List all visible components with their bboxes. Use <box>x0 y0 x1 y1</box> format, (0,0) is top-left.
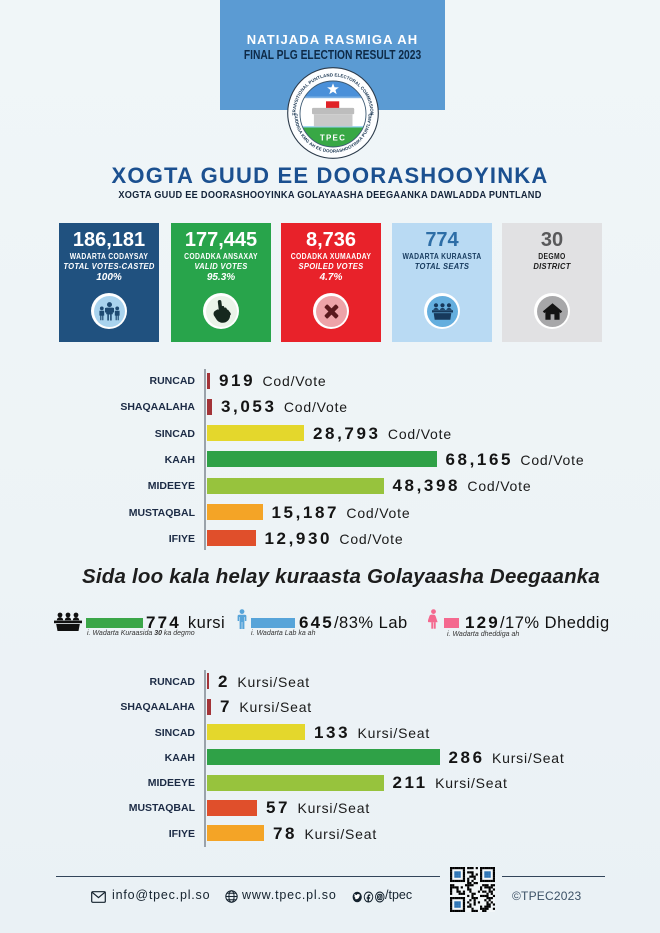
svg-text:TPEC: TPEC <box>320 134 346 143</box>
